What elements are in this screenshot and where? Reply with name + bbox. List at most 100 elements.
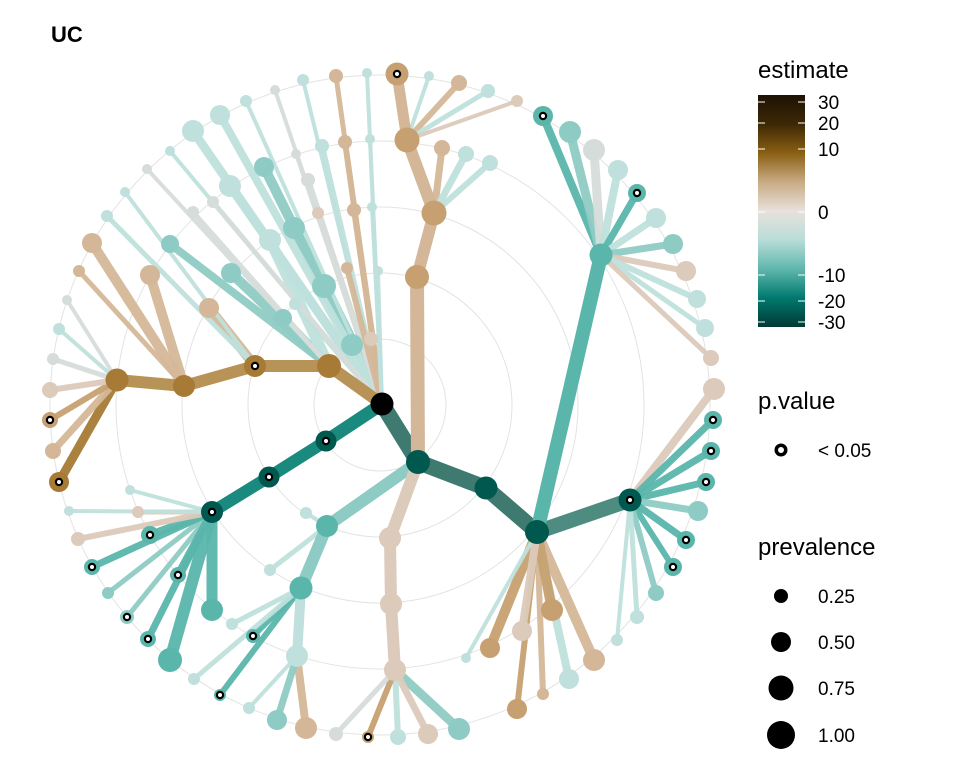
- leaf-node: [201, 599, 223, 621]
- leaf-node: [42, 382, 58, 398]
- estimate-tick-label: -20: [818, 292, 845, 313]
- leaf-edge: [166, 240, 333, 370]
- leaf-edge: [627, 497, 640, 620]
- prevalence-key-label: 0.75: [818, 679, 855, 700]
- leaf-edge: [333, 73, 385, 407]
- leaf-edge: [247, 654, 299, 710]
- internal-node: [394, 127, 420, 153]
- leaf-node: [559, 669, 579, 689]
- leaf-node: [210, 105, 230, 125]
- leaf-node: [295, 717, 317, 739]
- leaf-node: [165, 146, 175, 156]
- leaf-node: [47, 353, 59, 365]
- leaf-edge: [404, 88, 491, 143]
- significance-marker-center: [711, 418, 715, 422]
- significance-marker-center: [395, 72, 399, 76]
- estimate-tick-label: -30: [818, 313, 845, 334]
- internal-node: [380, 593, 402, 615]
- significance-marker-center: [176, 573, 180, 577]
- grid-ring: [115, 140, 645, 670]
- leaf-node: [461, 653, 471, 663]
- leaf-node: [367, 202, 377, 212]
- leaf-node: [583, 649, 605, 671]
- leaf-edge: [626, 416, 717, 504]
- leaf-node: [688, 290, 706, 308]
- internal-node: [384, 659, 406, 681]
- leaf-node: [312, 274, 336, 298]
- leaf-node: [663, 234, 683, 254]
- leaf-edge: [518, 528, 541, 635]
- leaf-node: [182, 120, 204, 142]
- tree-edge: [530, 248, 608, 539]
- leaf-node: [541, 599, 563, 621]
- leaf-edge: [626, 478, 710, 504]
- significance-marker-center: [635, 191, 639, 195]
- leaf-node: [362, 68, 372, 78]
- leaf-node: [648, 585, 664, 601]
- prevalence-key-circle: [768, 675, 794, 701]
- leaf-edge: [626, 447, 715, 504]
- leaf-edge: [598, 252, 700, 302]
- leaf-node: [646, 208, 666, 228]
- leaf-node: [608, 160, 628, 180]
- leaf-edge: [164, 506, 218, 666]
- leaf-node: [259, 229, 281, 251]
- leaf-edge: [627, 497, 676, 570]
- leaf-node: [390, 729, 406, 745]
- leaf-edge: [216, 111, 386, 408]
- chart-title: UC: [51, 22, 83, 47]
- leaf-node: [270, 85, 280, 95]
- significance-marker-center: [671, 565, 675, 569]
- leaf-edge: [273, 652, 301, 724]
- tree-edge: [384, 532, 397, 610]
- internal-node: [105, 368, 129, 392]
- leaf-node: [188, 673, 200, 685]
- leaf-node: [458, 146, 474, 162]
- prevalence-key-circle: [767, 721, 795, 749]
- significance-marker-center: [148, 533, 152, 537]
- internal-node: [474, 476, 498, 500]
- tree-edge: [206, 471, 275, 518]
- tree-edge: [321, 456, 424, 532]
- leaf-edge: [365, 667, 398, 740]
- internal-node: [316, 515, 338, 537]
- significance-marker-center: [704, 480, 708, 484]
- leaf-edge: [57, 327, 119, 382]
- leaf-node: [347, 203, 361, 217]
- legend-pvalue-label: < 0.05: [818, 441, 871, 462]
- tree-edge: [385, 598, 401, 676]
- leaf-edge: [627, 497, 659, 596]
- leaf-node: [289, 298, 301, 310]
- leaf-edge: [47, 377, 120, 423]
- leaf-node: [418, 724, 438, 744]
- legend-prevalence-title: prevalence: [758, 534, 875, 561]
- internal-node: [173, 375, 195, 397]
- significance-marker-center: [48, 418, 52, 422]
- grid-ring: [181, 206, 579, 604]
- tree-edge: [529, 492, 638, 540]
- legend-prevalence: prevalence 0.25 0.50 0.75 1.00: [758, 534, 875, 749]
- estimate-tick-label: -10: [818, 266, 845, 287]
- leaf-node: [120, 187, 130, 197]
- tree-edge: [263, 435, 332, 483]
- leaf-node: [312, 207, 324, 219]
- leaf-edge: [589, 145, 606, 260]
- significance-marker-center: [125, 615, 129, 619]
- leaf-node: [630, 610, 644, 624]
- leaf-node: [240, 95, 252, 107]
- leaf-node: [53, 323, 65, 335]
- leaf-edge: [217, 585, 304, 698]
- prevalence-key-circle: [774, 589, 788, 603]
- leaf-node: [291, 149, 301, 159]
- legend-pvalue-title: p.value: [758, 388, 835, 415]
- leaf-node: [424, 71, 434, 81]
- leaf-edge: [532, 527, 599, 665]
- estimate-tick-label: 0: [818, 203, 829, 224]
- leaf-node: [482, 155, 498, 171]
- internal-node: [289, 576, 313, 600]
- estimate-tick-label: 10: [818, 140, 839, 161]
- leaf-node: [62, 295, 72, 305]
- leaf-edge: [431, 160, 493, 216]
- leaf-node: [64, 506, 74, 516]
